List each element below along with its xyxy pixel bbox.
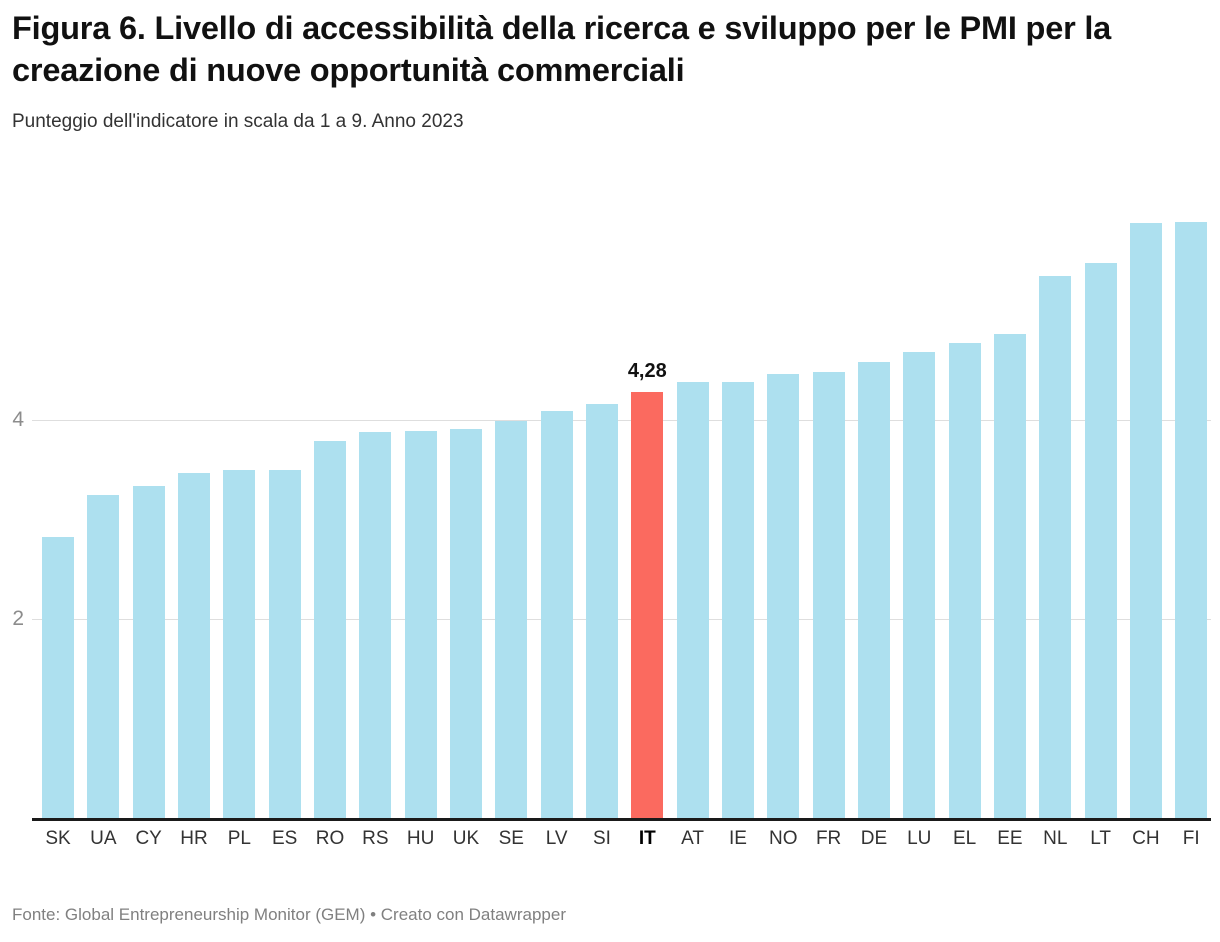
y-tick-label-2: 2 — [12, 607, 24, 630]
x-tick-label-uk: UK — [452, 828, 480, 849]
bar-de[interactable] — [857, 362, 890, 818]
y-tick-label-4: 4 — [12, 408, 24, 431]
x-tick-label-ua: UA — [90, 828, 117, 849]
chart-subtitle: Punteggio dell'indicatore in scala da 1 … — [12, 111, 464, 133]
x-tick-label-se: SE — [498, 828, 524, 849]
x-tick-label-it: IT — [638, 828, 656, 849]
bar-fi[interactable] — [1175, 222, 1208, 818]
bar-value-label-it: 4,28 — [627, 360, 667, 383]
bar-ro[interactable] — [313, 440, 346, 818]
bar-series: 4,28 — [42, 222, 1208, 818]
x-tick-label-hu: HU — [406, 828, 435, 849]
chart-footer: Fonte: Global Entrepreneurship Monitor (… — [12, 905, 566, 924]
x-tick-label-es: ES — [271, 828, 298, 849]
x-tick-label-ch: CH — [1132, 828, 1160, 849]
x-tick-label-ie: IE — [728, 828, 747, 849]
bar-rs[interactable] — [359, 431, 392, 818]
bar-at[interactable] — [676, 382, 709, 818]
x-tick-label-cy: CY — [135, 828, 162, 849]
bar-es[interactable] — [268, 469, 301, 818]
bar-nl[interactable] — [1039, 275, 1072, 818]
bar-hr[interactable] — [177, 472, 210, 818]
bar-ua[interactable] — [87, 494, 120, 818]
bar-ie[interactable] — [721, 382, 754, 818]
chart-title: Figura 6. Livello di accessibilità della… — [12, 10, 1112, 88]
x-tick-label-lt: LT — [1090, 828, 1111, 849]
x-tick-label-el: EL — [952, 828, 977, 849]
x-tick-label-lv: LV — [545, 828, 568, 849]
x-tick-label-at: AT — [681, 828, 705, 849]
x-tick-label-pl: PL — [227, 828, 251, 849]
x-tick-label-nl: NL — [1043, 828, 1068, 849]
x-tick-label-fi: FI — [1182, 828, 1200, 849]
x-tick-label-sk: SK — [45, 828, 71, 849]
x-tick-label-de: DE — [860, 828, 888, 849]
x-tick-label-lu: LU — [907, 828, 932, 849]
x-tick-label-rs: RS — [362, 828, 389, 849]
x-tick-label-fr: FR — [815, 828, 842, 849]
bar-el[interactable] — [948, 343, 981, 818]
bar-se[interactable] — [495, 421, 528, 818]
x-tick-label-no: NO — [769, 828, 798, 849]
bar-hu[interactable] — [404, 430, 437, 818]
bar-cy[interactable] — [132, 485, 165, 818]
x-tick-label-ee: EE — [997, 828, 1023, 849]
bar-it[interactable] — [631, 392, 664, 818]
bar-lu[interactable] — [903, 352, 936, 818]
bar-ch[interactable] — [1129, 223, 1162, 818]
bar-pl[interactable] — [223, 469, 256, 818]
x-tick-label-ro: RO — [315, 828, 345, 849]
bar-fr[interactable] — [812, 372, 845, 818]
gridline-2 — [32, 619, 1211, 620]
bar-si[interactable] — [585, 404, 618, 818]
bar-ee[interactable] — [993, 334, 1026, 818]
x-axis-baseline — [32, 818, 1211, 821]
bar-sk[interactable] — [42, 537, 74, 818]
gridline-4 — [32, 420, 1211, 421]
chart-header: Figura 6. Livello di accessibilità della… — [12, 8, 1208, 135]
x-tick-label-si: SI — [592, 828, 611, 849]
x-tick-label-hr: HR — [180, 828, 208, 849]
bar-lt[interactable] — [1084, 262, 1117, 818]
bar-no[interactable] — [767, 374, 800, 818]
bar-lv[interactable] — [540, 411, 573, 818]
bar-uk[interactable] — [449, 428, 482, 818]
x-axis-labels: SK UA CY HR PL ES RO RS HU UK SE LV SI IT AT IE NO FR DE LU… — [0, 829, 1220, 863]
